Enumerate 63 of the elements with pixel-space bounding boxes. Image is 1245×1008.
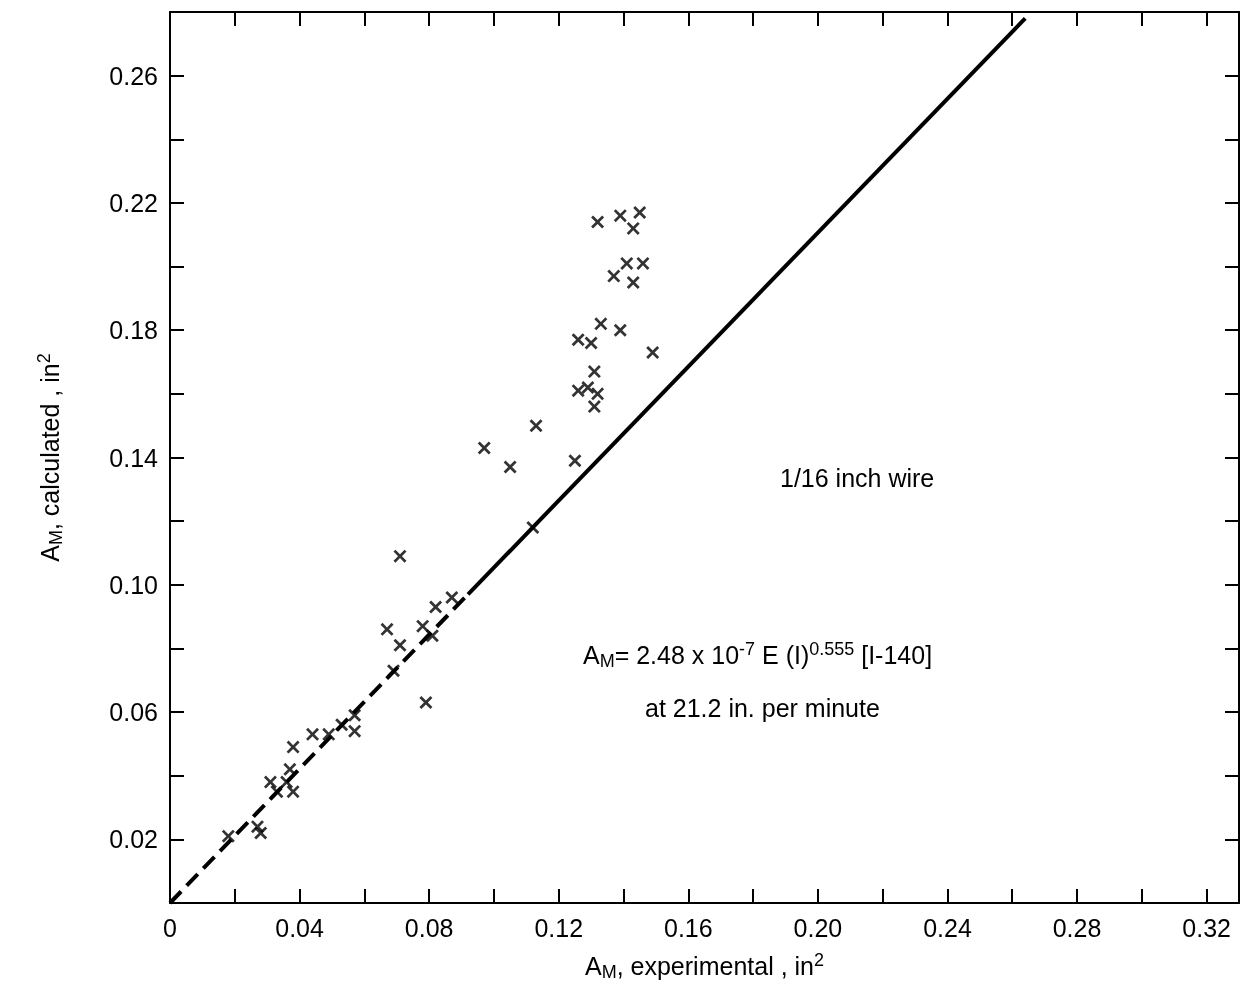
point [270,785,284,799]
point [477,441,491,455]
point [571,333,585,347]
point [613,209,627,223]
y-tick-label: 0.18 [109,316,158,345]
point [568,454,582,468]
x-tick-label: 0.08 [404,913,454,942]
x-tick-label: 0 [163,913,177,942]
point [591,215,605,229]
point [587,400,601,414]
point [254,826,268,840]
point [626,275,640,289]
x-tick-label: 0.24 [923,913,972,942]
x-tick-label: 0.28 [1052,913,1102,942]
x-tick-label: 0.32 [1182,913,1231,942]
point [620,256,634,270]
point [419,696,433,710]
point [348,724,362,738]
point [283,762,297,776]
point [503,460,517,474]
point [594,317,608,331]
point [306,727,320,741]
y-tick-label: 0.26 [109,61,158,90]
point [387,664,401,678]
annotation: 1/16 inch wire [780,463,935,492]
point [425,629,439,643]
point [633,205,647,219]
point [571,384,585,398]
point [322,727,336,741]
point [607,269,621,283]
point [221,829,235,843]
y-tick-label: 0.22 [109,188,158,217]
y-tick-label: 0.10 [109,570,158,599]
x-tick-label: 0.04 [275,913,324,942]
x-tick-label: 0.12 [534,913,584,942]
point [380,622,394,636]
point [348,708,362,722]
y-axis-title: AM, calculated , in2 [34,353,66,562]
point [626,221,640,235]
y-tick-label: 0.06 [109,698,158,727]
point [613,323,627,337]
point [286,785,300,799]
point [335,718,349,732]
point [591,387,605,401]
point [445,591,459,605]
point [429,600,443,614]
point [263,775,277,789]
point [581,380,595,394]
point [393,549,407,563]
point [393,638,407,652]
point [636,256,650,270]
point [416,619,430,633]
point [526,521,540,535]
y-tick-label: 0.02 [109,825,158,854]
point [286,740,300,754]
annotation: at 21.2 in. per minute [645,693,880,722]
point [584,336,598,350]
x-tick-label: 0.20 [793,913,843,942]
point [587,365,601,379]
point [646,345,660,359]
x-tick-label: 0.16 [663,913,713,942]
y-tick-label: 0.14 [109,443,159,472]
point [529,419,543,433]
